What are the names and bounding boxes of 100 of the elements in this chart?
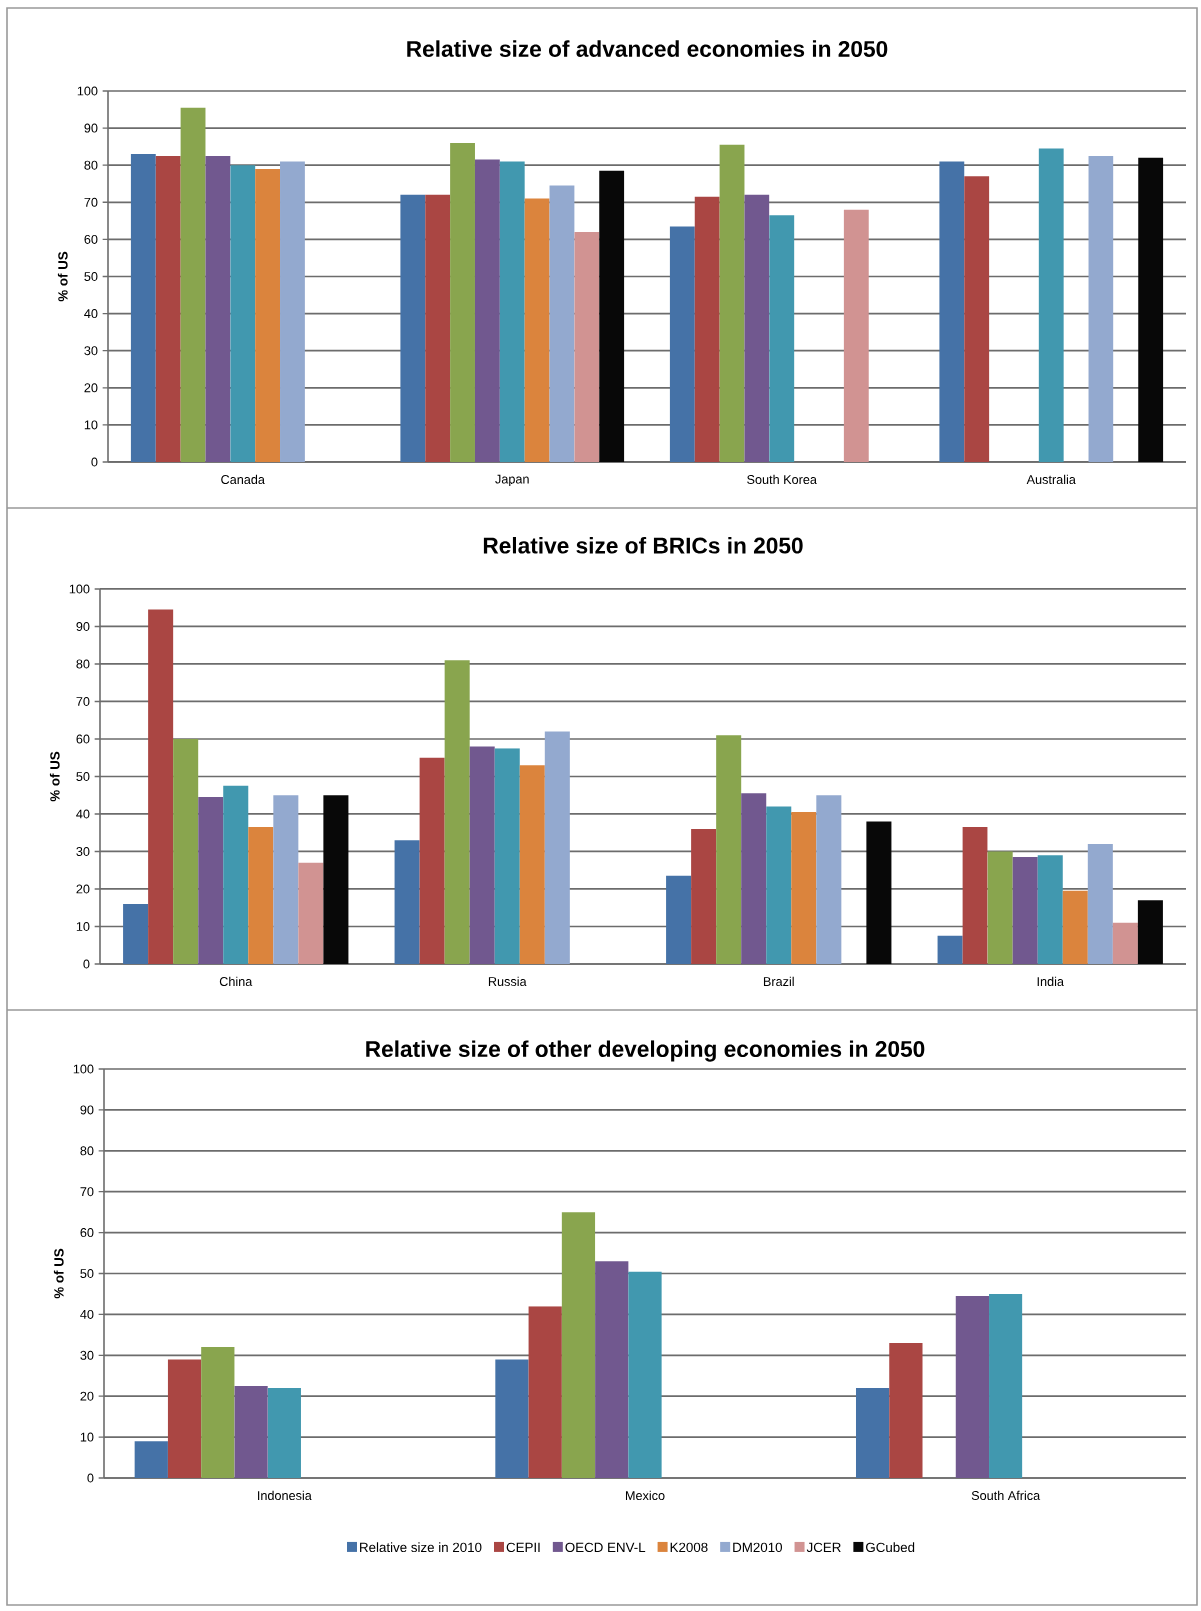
bar <box>298 862 324 964</box>
bar <box>494 748 520 964</box>
bar <box>201 1347 235 1478</box>
bar <box>528 1306 562 1478</box>
bar <box>148 609 174 964</box>
bar <box>273 795 299 964</box>
bar <box>394 840 420 964</box>
y-tick-label: 100 <box>73 1064 94 1074</box>
bar <box>450 142 475 462</box>
y-tick-label: 60 <box>76 734 90 744</box>
bar <box>1062 890 1088 964</box>
bar <box>599 170 625 462</box>
bar <box>400 194 426 462</box>
bar <box>544 731 570 964</box>
bar <box>816 795 842 964</box>
x-tick-label: South Africa <box>971 1490 1041 1501</box>
x-tick-label: Indonesia <box>258 1490 312 1501</box>
bar <box>1137 900 1163 964</box>
bar <box>989 1293 1023 1478</box>
legend-label: GCubed <box>866 1542 915 1553</box>
legend-label: JCER <box>806 1542 841 1553</box>
y-tick-label: 10 <box>76 922 90 931</box>
bar <box>255 168 281 462</box>
y-tick-label: 30 <box>84 346 98 356</box>
y-tick-label: 90 <box>84 123 98 133</box>
bar <box>1037 855 1063 964</box>
bar <box>766 806 792 964</box>
bar <box>1138 157 1164 462</box>
y-tick-label: 70 <box>84 197 98 207</box>
chart-title: Relative size of other developing economies in 2050 <box>366 1040 925 1062</box>
bar <box>1088 155 1114 462</box>
bar <box>134 1441 168 1478</box>
bar <box>691 828 717 964</box>
bar <box>180 107 206 462</box>
bar <box>1112 922 1138 964</box>
bar <box>495 1359 529 1478</box>
bar <box>937 935 963 964</box>
y-tick-label: 20 <box>76 884 90 894</box>
y-tick-label: 50 <box>84 272 98 281</box>
y-tick-label: 90 <box>80 1105 94 1115</box>
y-tick-label: 50 <box>80 1269 94 1278</box>
bar <box>666 875 692 964</box>
legend-label: DM2010 <box>733 1542 783 1553</box>
chart-title: Relative size of BRICs in 2050 <box>483 536 803 554</box>
bar <box>323 795 349 964</box>
y-tick-label: 60 <box>84 234 98 244</box>
y-tick-label: 20 <box>84 383 98 393</box>
bar <box>741 793 767 964</box>
bar <box>205 155 231 462</box>
bar <box>469 746 495 964</box>
bar <box>198 797 224 964</box>
bar <box>987 851 1013 964</box>
bar <box>474 159 500 462</box>
bar <box>524 198 550 462</box>
y-tick-label: 60 <box>80 1228 94 1238</box>
bar <box>419 757 445 964</box>
bar <box>769 215 795 462</box>
bar <box>267 1388 301 1478</box>
bar <box>791 812 817 964</box>
x-tick-label: Canada <box>221 474 265 485</box>
y-tick-label: 80 <box>80 1146 94 1156</box>
bar <box>744 194 770 462</box>
x-tick-label: China <box>219 976 253 987</box>
x-tick-label: Russia <box>488 976 527 987</box>
bar <box>123 903 149 964</box>
bar <box>234 1385 268 1478</box>
bar <box>549 185 575 462</box>
y-tick-label: 80 <box>84 160 98 170</box>
y-tick-label: 40 <box>80 1309 94 1319</box>
y-tick-label: 0 <box>87 1473 94 1483</box>
y-tick-label: 30 <box>80 1350 94 1360</box>
y-tick-label: 30 <box>76 847 90 856</box>
bar <box>628 1271 662 1478</box>
bar <box>280 161 305 462</box>
y-tick-label: 100 <box>77 86 98 96</box>
y-tick-label: 40 <box>84 309 98 319</box>
y-axis-title: % of US <box>57 251 68 302</box>
chart-title: Relative size of advanced economies in 2050 <box>407 40 888 57</box>
y-tick-label: 70 <box>80 1187 94 1197</box>
y-tick-label: 0 <box>91 457 98 467</box>
y-tick-label: 90 <box>76 622 90 631</box>
y-axis-title: % of US <box>49 751 60 802</box>
bar <box>230 165 256 462</box>
x-tick-label: Japan <box>495 474 529 487</box>
bar <box>855 1388 890 1478</box>
legend-label: K2008 <box>670 1542 708 1553</box>
bar <box>866 821 892 964</box>
y-tick-label: 50 <box>76 772 90 781</box>
bar <box>444 660 470 964</box>
legend-label: Relative size in 2010 <box>360 1542 482 1553</box>
bar <box>425 194 451 462</box>
bar <box>167 1359 202 1478</box>
x-tick-label: India <box>1037 976 1064 987</box>
y-tick-label: 40 <box>76 809 90 819</box>
y-tick-label: 100 <box>69 584 90 594</box>
bar <box>223 785 249 964</box>
legend-label: CEPII <box>506 1542 540 1553</box>
bar <box>964 176 990 462</box>
y-tick-label: 80 <box>76 659 90 669</box>
bar <box>962 827 988 964</box>
